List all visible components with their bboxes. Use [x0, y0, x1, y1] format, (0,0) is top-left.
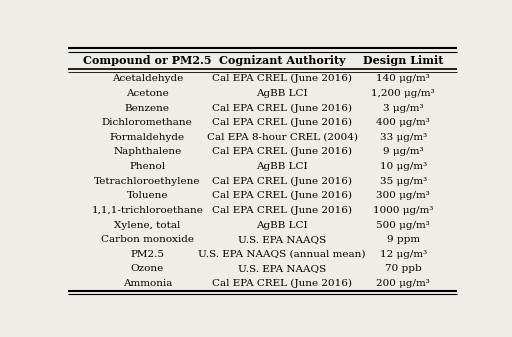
Text: Cal EPA CREL (June 2016): Cal EPA CREL (June 2016): [212, 118, 352, 127]
Text: 12 μg/m³: 12 μg/m³: [380, 250, 427, 259]
Text: AgBB LCI: AgBB LCI: [257, 220, 308, 229]
Text: Formaldehyde: Formaldehyde: [110, 133, 185, 142]
Text: Cal EPA CREL (June 2016): Cal EPA CREL (June 2016): [212, 177, 352, 186]
Text: 35 μg/m³: 35 μg/m³: [380, 177, 427, 186]
Text: Phenol: Phenol: [129, 162, 165, 171]
Text: AgBB LCI: AgBB LCI: [257, 89, 308, 98]
Text: Dichloromethane: Dichloromethane: [102, 118, 193, 127]
Text: 500 μg/m³: 500 μg/m³: [376, 220, 430, 229]
Text: Cal EPA CREL (June 2016): Cal EPA CREL (June 2016): [212, 147, 352, 156]
Text: 1,200 μg/m³: 1,200 μg/m³: [371, 89, 435, 98]
Text: 200 μg/m³: 200 μg/m³: [376, 279, 430, 288]
Text: 3 μg/m³: 3 μg/m³: [383, 103, 423, 113]
Text: Ozone: Ozone: [131, 265, 164, 273]
Text: 70 ppb: 70 ppb: [385, 265, 422, 273]
Text: Naphthalene: Naphthalene: [113, 147, 181, 156]
Text: 10 μg/m³: 10 μg/m³: [380, 162, 427, 171]
Text: Acetone: Acetone: [126, 89, 168, 98]
Text: Cal EPA CREL (June 2016): Cal EPA CREL (June 2016): [212, 191, 352, 201]
Text: 9 ppm: 9 ppm: [387, 235, 420, 244]
Text: Compound or PM2.5: Compound or PM2.5: [83, 55, 211, 66]
Text: PM2.5: PM2.5: [131, 250, 164, 259]
Text: Tetrachloroethylene: Tetrachloroethylene: [94, 177, 201, 186]
Text: U.S. EPA NAAQS: U.S. EPA NAAQS: [238, 235, 326, 244]
Text: 33 μg/m³: 33 μg/m³: [380, 133, 427, 142]
Text: Cognizant Authority: Cognizant Authority: [219, 55, 346, 66]
Text: Cal EPA CREL (June 2016): Cal EPA CREL (June 2016): [212, 279, 352, 288]
Text: Benzene: Benzene: [125, 103, 170, 113]
Text: Ammonia: Ammonia: [123, 279, 172, 288]
Text: U.S. EPA NAAQS (annual mean): U.S. EPA NAAQS (annual mean): [199, 250, 366, 259]
Text: 9 μg/m³: 9 μg/m³: [383, 147, 423, 156]
Text: Cal EPA 8-hour CREL (2004): Cal EPA 8-hour CREL (2004): [207, 133, 358, 142]
Text: Carbon monoxide: Carbon monoxide: [101, 235, 194, 244]
Text: Cal EPA CREL (June 2016): Cal EPA CREL (June 2016): [212, 103, 352, 113]
Text: 140 μg/m³: 140 μg/m³: [376, 74, 430, 83]
Text: 1000 μg/m³: 1000 μg/m³: [373, 206, 434, 215]
Text: Xylene, total: Xylene, total: [114, 220, 181, 229]
Text: 400 μg/m³: 400 μg/m³: [376, 118, 430, 127]
Text: Cal EPA CREL (June 2016): Cal EPA CREL (June 2016): [212, 74, 352, 83]
Text: Toluene: Toluene: [126, 191, 168, 200]
Text: AgBB LCI: AgBB LCI: [257, 162, 308, 171]
Text: 1,1,1-trichloroethane: 1,1,1-trichloroethane: [91, 206, 203, 215]
Text: Cal EPA CREL (June 2016): Cal EPA CREL (June 2016): [212, 206, 352, 215]
Text: Acetaldehyde: Acetaldehyde: [112, 74, 183, 83]
Text: U.S. EPA NAAQS: U.S. EPA NAAQS: [238, 265, 326, 273]
Text: Design Limit: Design Limit: [363, 55, 443, 66]
Text: 300 μg/m³: 300 μg/m³: [376, 191, 430, 200]
